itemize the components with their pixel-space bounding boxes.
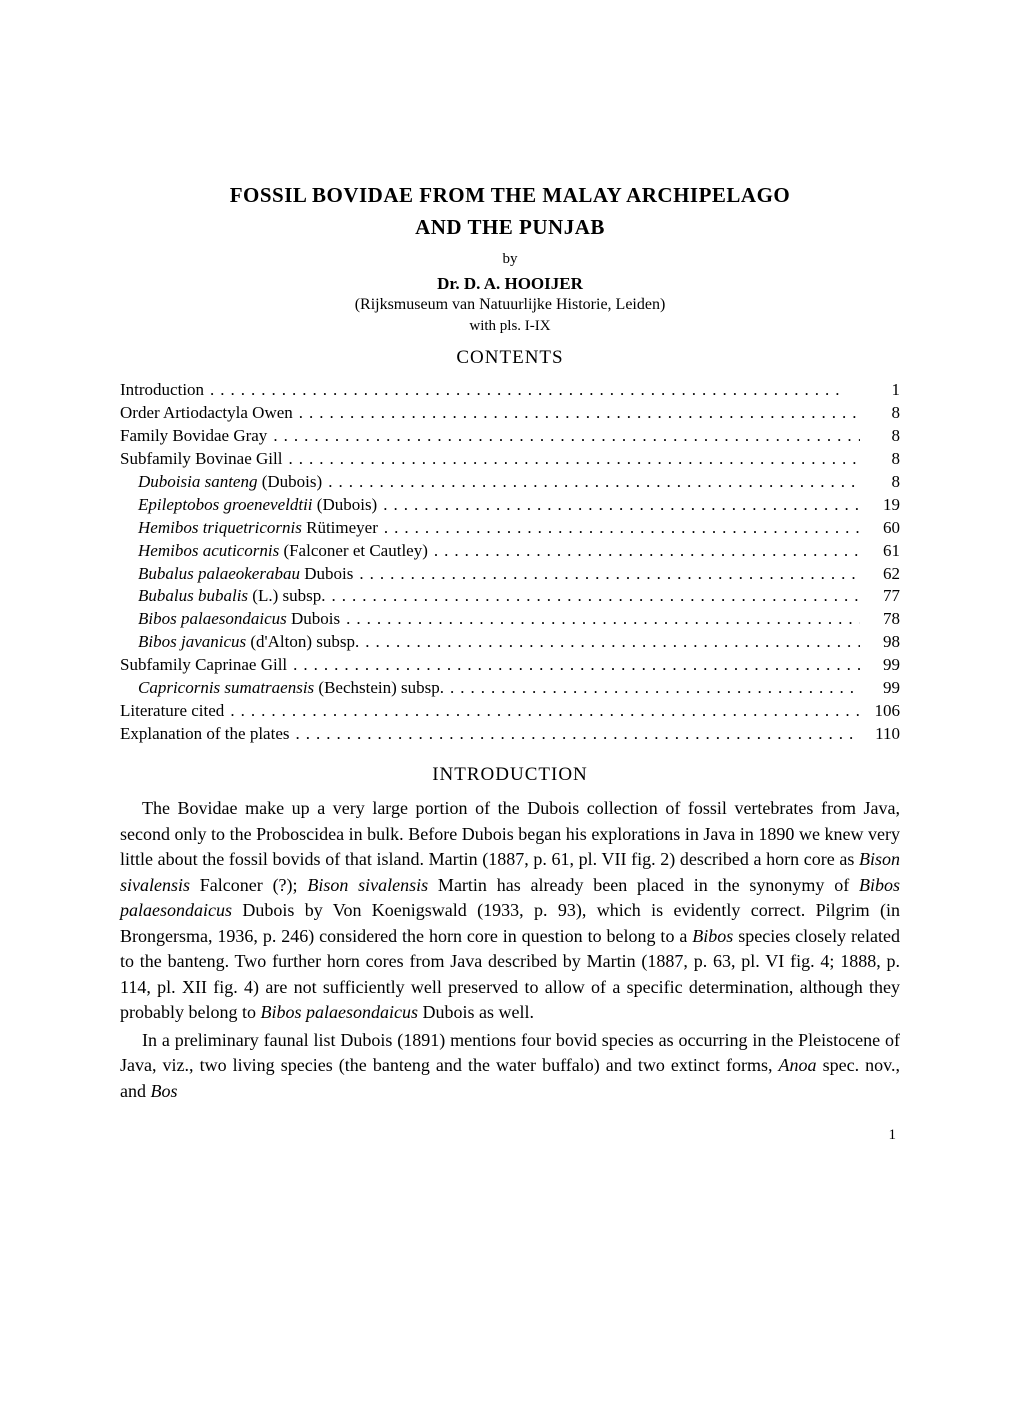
plates-line: with pls. I-IX xyxy=(120,318,900,335)
toc-label: Subfamily Bovinae Gill xyxy=(120,448,282,471)
toc-page-number: 1 xyxy=(860,379,900,402)
toc-label: Introduction xyxy=(120,379,204,402)
toc-page-number: 8 xyxy=(860,425,900,448)
toc-label: Duboisia santeng (Dubois) xyxy=(120,471,322,494)
toc-row: Introduction............................… xyxy=(120,379,900,402)
toc-leader-dots: ........................................… xyxy=(359,631,860,654)
paragraph-1: The Bovidae make up a very large portion… xyxy=(120,796,900,1026)
toc-page-number: 8 xyxy=(860,448,900,471)
page-number: 1 xyxy=(120,1127,900,1144)
table-of-contents: Introduction............................… xyxy=(120,379,900,746)
toc-leader-dots: ........................................… xyxy=(377,494,860,517)
toc-label: Explanation of the plates xyxy=(120,723,289,746)
toc-leader-dots: ........................................… xyxy=(224,700,860,723)
body-text: The Bovidae make up a very large portion… xyxy=(120,796,900,1105)
toc-leader-dots: ........................................… xyxy=(322,471,860,494)
toc-leader-dots: ........................................… xyxy=(340,608,860,631)
toc-label: Bubalus bubalis (L.) subsp. xyxy=(120,585,326,608)
toc-page-number: 77 xyxy=(860,585,900,608)
toc-label: Hemibos acuticornis (Falconer et Cautley… xyxy=(120,540,428,563)
toc-page-number: 110 xyxy=(860,723,900,746)
toc-leader-dots: ........................................… xyxy=(289,723,860,746)
toc-row: Bibos palaesondaicus Dubois.............… xyxy=(120,608,900,631)
toc-page-number: 8 xyxy=(860,471,900,494)
toc-page-number: 62 xyxy=(860,563,900,586)
toc-page-number: 8 xyxy=(860,402,900,425)
toc-page-number: 78 xyxy=(860,608,900,631)
toc-page-number: 106 xyxy=(860,700,900,723)
toc-label: Literature cited xyxy=(120,700,224,723)
byline: by xyxy=(120,251,900,268)
introduction-heading: INTRODUCTION xyxy=(120,764,900,786)
toc-page-number: 99 xyxy=(860,677,900,700)
toc-page-number: 19 xyxy=(860,494,900,517)
toc-leader-dots: ........................................… xyxy=(378,517,860,540)
genus-name: Bibos xyxy=(692,926,733,946)
toc-leader-dots: ........................................… xyxy=(267,425,860,448)
page: FOSSIL BOVIDAE FROM THE MALAY ARCHIPELAG… xyxy=(0,0,1020,1204)
toc-leader-dots: ........................................… xyxy=(353,563,860,586)
toc-leader-dots: ........................................… xyxy=(444,677,860,700)
species-name: Bibos palaesondaicus xyxy=(260,1002,418,1022)
toc-row: Subfamily Caprinae Gill.................… xyxy=(120,654,900,677)
toc-row: Literature cited........................… xyxy=(120,700,900,723)
toc-label: Bibos javanicus (d'Alton) subsp. xyxy=(120,631,359,654)
toc-label: Order Artiodactyla Owen xyxy=(120,402,293,425)
toc-row: Bubalus palaeokerabau Dubois............… xyxy=(120,563,900,586)
toc-row: Bubalus bubalis (L.) subsp..............… xyxy=(120,585,900,608)
toc-leader-dots: ........................................… xyxy=(293,402,860,425)
text-run: The Bovidae make up a very large portion… xyxy=(120,798,900,869)
toc-row: Duboisia santeng (Dubois)...............… xyxy=(120,471,900,494)
toc-row: Order Artiodactyla Owen.................… xyxy=(120,402,900,425)
toc-label: Epileptobos groeneveldtii (Dubois) xyxy=(120,494,377,517)
toc-label: Bibos palaesondaicus Dubois xyxy=(120,608,340,631)
toc-leader-dots: ........................................… xyxy=(428,540,860,563)
affiliation: (Rijksmuseum van Natuurlijke Historie, L… xyxy=(120,296,900,314)
toc-label: Capricornis sumatraensis (Bechstein) sub… xyxy=(120,677,444,700)
toc-label: Bubalus palaeokerabau Dubois xyxy=(120,563,353,586)
genus-name: Bos xyxy=(151,1081,178,1101)
genus-name: Anoa xyxy=(779,1055,817,1075)
toc-leader-dots: ........................................… xyxy=(287,654,860,677)
title-line-2: AND THE PUNJAB xyxy=(415,215,605,239)
text-run: Dubois as well. xyxy=(418,1002,534,1022)
toc-leader-dots: ........................................… xyxy=(204,379,860,402)
text-run: Falconer (?); xyxy=(190,875,307,895)
toc-leader-dots: ........................................… xyxy=(282,448,860,471)
toc-row: Subfamily Bovinae Gill..................… xyxy=(120,448,900,471)
toc-leader-dots: ........................................… xyxy=(326,585,861,608)
toc-row: Bibos javanicus (d'Alton) subsp.........… xyxy=(120,631,900,654)
toc-row: Epileptobos groeneveldtii (Dubois)......… xyxy=(120,494,900,517)
toc-label: Hemibos triquetricornis Rütimeyer xyxy=(120,517,378,540)
title: FOSSIL BOVIDAE FROM THE MALAY ARCHIPELAG… xyxy=(120,180,900,243)
text-run: Martin has already been placed in the sy… xyxy=(428,875,859,895)
contents-heading: CONTENTS xyxy=(120,347,900,369)
toc-label: Family Bovidae Gray xyxy=(120,425,267,448)
toc-label: Subfamily Caprinae Gill xyxy=(120,654,287,677)
toc-page-number: 60 xyxy=(860,517,900,540)
toc-row: Explanation of the plates...............… xyxy=(120,723,900,746)
paragraph-2: In a preliminary faunal list Dubois (189… xyxy=(120,1028,900,1105)
toc-row: Family Bovidae Gray.....................… xyxy=(120,425,900,448)
toc-page-number: 61 xyxy=(860,540,900,563)
toc-page-number: 98 xyxy=(860,631,900,654)
toc-page-number: 99 xyxy=(860,654,900,677)
author: Dr. D. A. HOOIJER xyxy=(120,274,900,294)
toc-row: Hemibos acuticornis (Falconer et Cautley… xyxy=(120,540,900,563)
toc-row: Capricornis sumatraensis (Bechstein) sub… xyxy=(120,677,900,700)
title-line-1: FOSSIL BOVIDAE FROM THE MALAY ARCHIPELAG… xyxy=(230,183,791,207)
toc-row: Hemibos triquetricornis Rütimeyer.......… xyxy=(120,517,900,540)
species-name: Bison sivalensis xyxy=(307,875,428,895)
